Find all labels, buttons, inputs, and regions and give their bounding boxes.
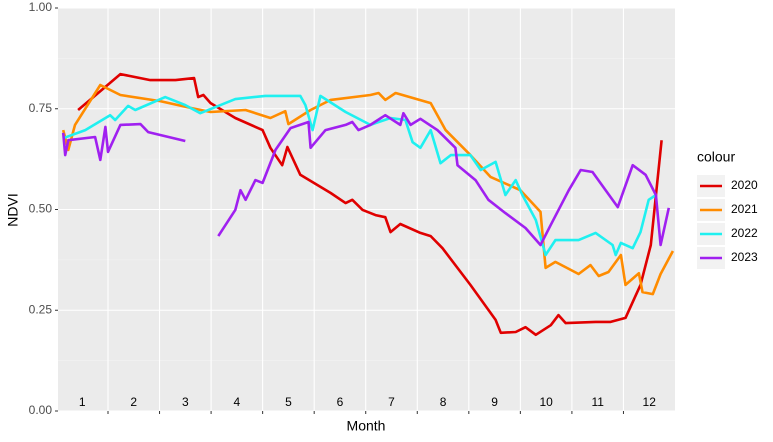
x-tick-label: 8: [440, 395, 447, 409]
x-tick-label: 5: [285, 395, 292, 409]
x-tick-label: 11: [591, 395, 604, 409]
y-tick-label: 0.25: [29, 302, 53, 316]
x-tick-label: 12: [643, 395, 657, 409]
legend-label: 2021: [731, 202, 758, 216]
legend-label: 2022: [731, 226, 758, 240]
legend-title: colour: [697, 149, 735, 165]
series-line: [77, 72, 663, 337]
x-tick-label: 4: [234, 395, 241, 409]
x-tick-label: 9: [491, 395, 498, 409]
x-tick-label: 1: [79, 395, 86, 409]
x-tick-label: 6: [337, 395, 344, 409]
x-tick-label: 7: [388, 395, 395, 409]
y-tick-label: 0.50: [29, 202, 53, 216]
y-axis-title: NDVI: [5, 193, 21, 226]
series-line: [61, 111, 671, 247]
y-tick-label: 1.00: [29, 0, 53, 14]
x-tick-label: 10: [539, 395, 553, 409]
y-tick-label: 0.00: [29, 403, 53, 417]
legend-label: 2023: [731, 250, 758, 264]
x-axis-title: Month: [347, 418, 386, 434]
x-tick-label: 3: [182, 395, 189, 409]
y-tick-label: 0.75: [29, 101, 53, 115]
series-line: [62, 94, 657, 257]
legend-label: 2020: [731, 178, 758, 192]
x-tick-label: 2: [130, 395, 137, 409]
